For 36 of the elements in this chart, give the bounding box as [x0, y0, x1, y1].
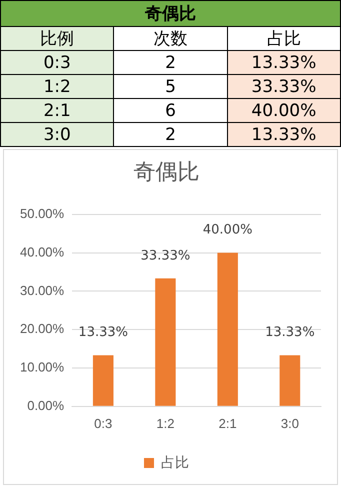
text: 2:1 [0, 98, 114, 122]
y-tick-label: 30.00% [20, 282, 65, 298]
text: 占比 [227, 26, 340, 50]
x-tick-label: 1:2 [156, 416, 174, 431]
y-tick-label: 20.00% [20, 321, 65, 336]
text: 次数 [114, 26, 228, 50]
text: 比例 [0, 26, 114, 50]
text: 6 [114, 98, 228, 122]
x-tick-label: 2:1 [218, 416, 237, 431]
data-label: 13.33% [265, 325, 315, 340]
text: 13.33% [227, 50, 340, 74]
y-tick-label: 10.00% [20, 360, 65, 375]
text: 2 [114, 50, 228, 74]
text: 40.00% [227, 98, 340, 122]
y-tick-label: 0.00% [27, 398, 65, 413]
text: 5 [114, 74, 228, 98]
y-tick-label: 40.00% [20, 244, 65, 260]
data-label: 13.33% [78, 325, 128, 340]
x-tick-label: 3:0 [280, 416, 299, 431]
text: 1:2 [0, 74, 114, 98]
data-label: 40.00% [202, 222, 252, 238]
text: 33.33% [227, 74, 340, 98]
text: 2 [114, 122, 228, 146]
bar [92, 355, 114, 406]
bar [155, 278, 176, 406]
text: 0:3 [0, 50, 114, 74]
text: 3:0 [0, 122, 114, 146]
legend-label: 占比 [161, 454, 189, 470]
bar [217, 252, 238, 406]
text: 13.33% [227, 122, 340, 146]
x-tick-label: 0:3 [94, 416, 112, 431]
bar [280, 355, 300, 406]
chart-title: 奇偶比 [134, 160, 200, 185]
text: 奇偶比 [0, 0, 340, 26]
y-tick-label: 50.00% [20, 206, 65, 221]
data-label: 33.33% [140, 248, 190, 264]
